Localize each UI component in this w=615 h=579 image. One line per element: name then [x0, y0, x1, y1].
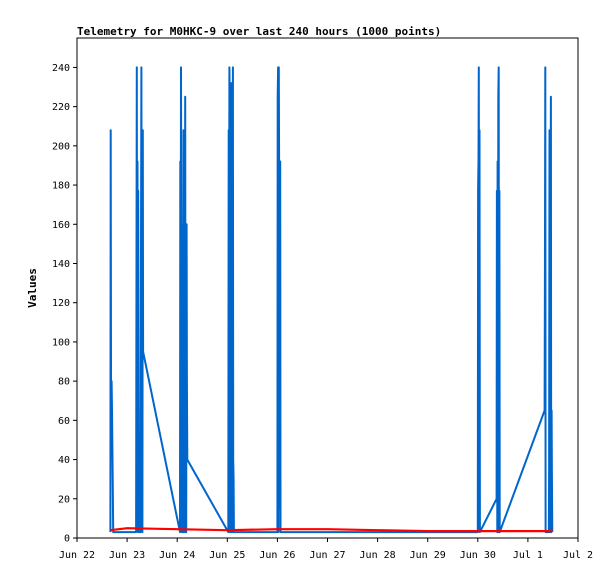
series-layer	[109, 66, 554, 534]
plot-area	[76, 37, 579, 539]
y-tick-label: 180	[52, 181, 70, 192]
x-tick-label: Jun 28	[360, 550, 396, 561]
y-tick-label: 220	[52, 102, 70, 113]
y-tick-label: 160	[52, 220, 70, 231]
x-tick-label: Jun 29	[410, 550, 446, 561]
y-axis-label: Values	[26, 268, 39, 308]
y-tick-label: 60	[58, 416, 70, 427]
x-tick-label: Jun 24	[159, 550, 195, 561]
x-tick-label: Jun 25	[209, 550, 245, 561]
x-tick-label: Jun 26	[259, 550, 295, 561]
chart-title: Telemetry for M0HKC-9 over last 240 hour…	[77, 25, 441, 38]
x-tick-label: Jun 30	[460, 550, 496, 561]
x-axis: Jun 22 Jun 23 Jun 24 Jun 25 Jun 26 Jun 27 Jun …	[59, 538, 593, 561]
y-tick-label: 140	[52, 259, 70, 270]
y-tick-label: 0	[64, 534, 70, 545]
x-tick-label: Jul 1	[513, 550, 543, 561]
y-tick-label: 100	[52, 337, 70, 348]
y-tick-label: 80	[58, 377, 70, 388]
y-tick-label: 20	[58, 494, 70, 505]
y-tick-label: 40	[58, 455, 70, 466]
y-tick-label: 200	[52, 141, 70, 152]
x-tick-label: Jun 23	[109, 550, 145, 561]
x-tick-label: Jun 27	[309, 550, 345, 561]
series-line-blue	[109, 66, 554, 534]
y-tick-label: 240	[52, 63, 70, 74]
series-line-red	[110, 527, 553, 533]
x-tick-label: Jul 2	[563, 550, 593, 561]
y-tick-label: 120	[52, 298, 70, 309]
y-axis: 0 20 40 60 80 100 120 140 160 180 200 220 240	[52, 63, 77, 545]
x-tick-label: Jun 22	[59, 550, 95, 561]
